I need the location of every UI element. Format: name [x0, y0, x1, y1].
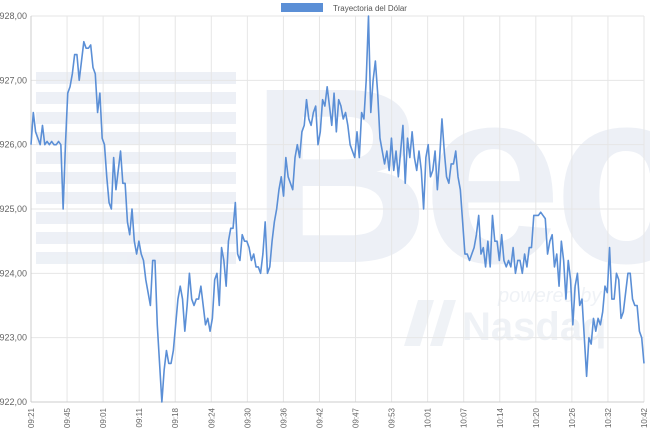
chart-axes: [30, 16, 644, 403]
x-tick-label: 09:24: [207, 407, 216, 428]
watermark-powered-by: powered by: [497, 285, 602, 307]
legend-swatch[interactable]: [281, 3, 323, 12]
y-tick-label: $923,00: [0, 333, 27, 343]
x-tick-label: 10:32: [604, 407, 613, 428]
x-tick-label: 10:01: [424, 407, 433, 428]
nasdaq-logo-icon: [404, 300, 456, 346]
x-tick-label: 09:42: [315, 407, 324, 428]
watermark-stripes-icon: [36, 72, 236, 264]
x-tick-label: 09:11: [135, 407, 144, 427]
x-tick-label: 09:01: [99, 407, 108, 428]
y-tick-label: $922,00: [0, 397, 27, 407]
x-tick-label: 10:26: [568, 407, 577, 428]
legend-label[interactable]: Trayectoria del Dólar: [333, 4, 407, 13]
x-tick-label: 09:53: [388, 407, 397, 428]
x-tick-label: 10:14: [496, 407, 505, 428]
y-tick-label: $925,00: [0, 204, 27, 214]
y-tick-label: $927,00: [0, 75, 27, 85]
y-axis-ticks: $922,00 $923,00 $924,00 $925,00 $926,00 $927,…: [0, 11, 27, 407]
x-axis-ticks: 09:21 09:45 09:01 09:11 09:18 09:24 09:30 09:36…: [27, 407, 649, 428]
x-tick-label: 09:30: [243, 407, 252, 428]
x-tick-label: 09:21: [27, 407, 36, 428]
x-tick-label: 09:47: [352, 407, 361, 428]
y-tick-label: $928,00: [0, 11, 27, 21]
y-tick-label: $924,00: [0, 268, 27, 278]
y-tick-label: $926,00: [0, 140, 27, 150]
watermark-logo: Bec powered by Nasdaq: [36, 36, 650, 349]
series-line[interactable]: [30, 15, 645, 403]
x-tick-label: 09:18: [171, 407, 180, 428]
chart-series: [30, 15, 645, 403]
x-tick-label: 09:36: [279, 407, 288, 428]
x-tick-label: 10:42: [640, 407, 649, 428]
x-tick-label: 10:07: [460, 407, 469, 428]
x-tick-label: 09:45: [63, 407, 72, 428]
chart-legend[interactable]: Trayectoria del Dólar: [281, 3, 407, 13]
x-tick-label: 10:20: [532, 407, 541, 428]
